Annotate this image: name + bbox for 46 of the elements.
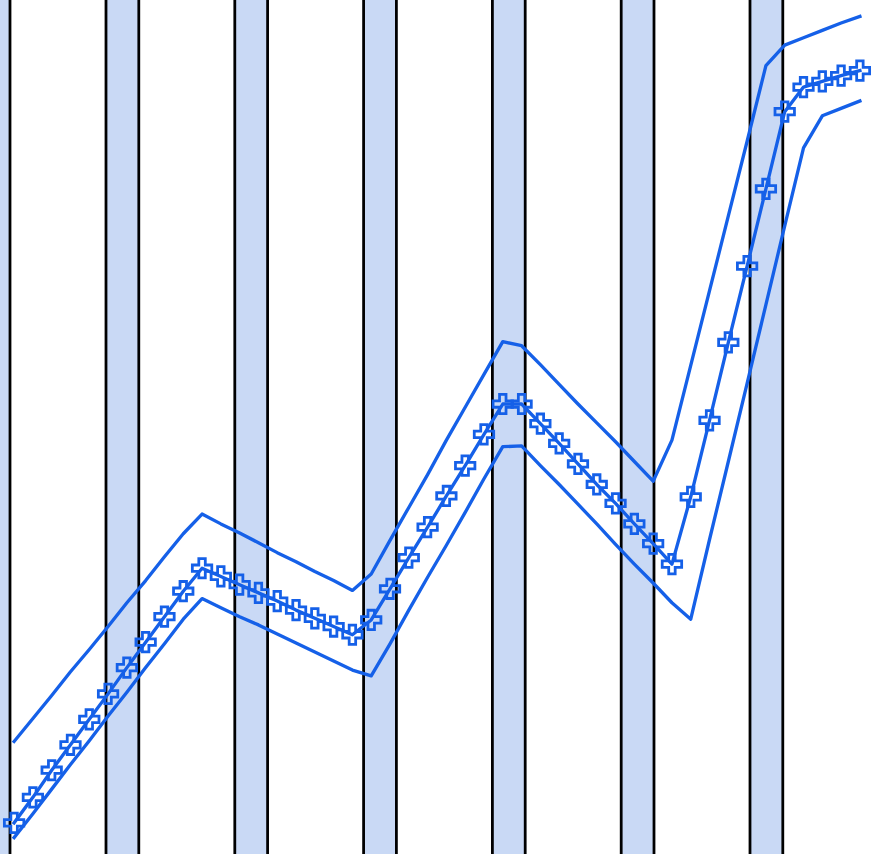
point [78,708,101,731]
point [96,682,120,705]
point [322,615,345,638]
point [454,454,477,477]
point [209,565,232,588]
point [40,759,63,782]
point [717,331,740,354]
point [134,631,157,654]
point [623,512,646,536]
point [830,64,853,87]
point [2,811,26,834]
point [529,412,552,435]
point [736,254,759,278]
point [566,452,590,476]
point [642,532,665,555]
point [585,473,608,496]
point [435,484,458,508]
point [792,75,815,99]
point [660,553,684,576]
point [811,70,834,93]
point [604,492,627,515]
point [284,599,308,622]
point [303,607,326,630]
point [21,786,44,809]
point [698,409,721,432]
point [378,577,402,600]
point [848,59,872,82]
point [115,656,138,679]
point [228,573,251,596]
point [341,623,364,646]
point [548,432,571,455]
point [754,177,778,200]
point [773,100,796,123]
point [190,557,214,580]
point [172,580,195,603]
point [153,605,176,628]
point [510,392,533,416]
point [472,423,496,446]
point [360,608,383,632]
point [491,392,514,416]
point [266,589,289,613]
point [397,546,420,569]
point [59,733,82,756]
point [679,485,702,508]
point [416,516,439,539]
point [247,581,270,604]
